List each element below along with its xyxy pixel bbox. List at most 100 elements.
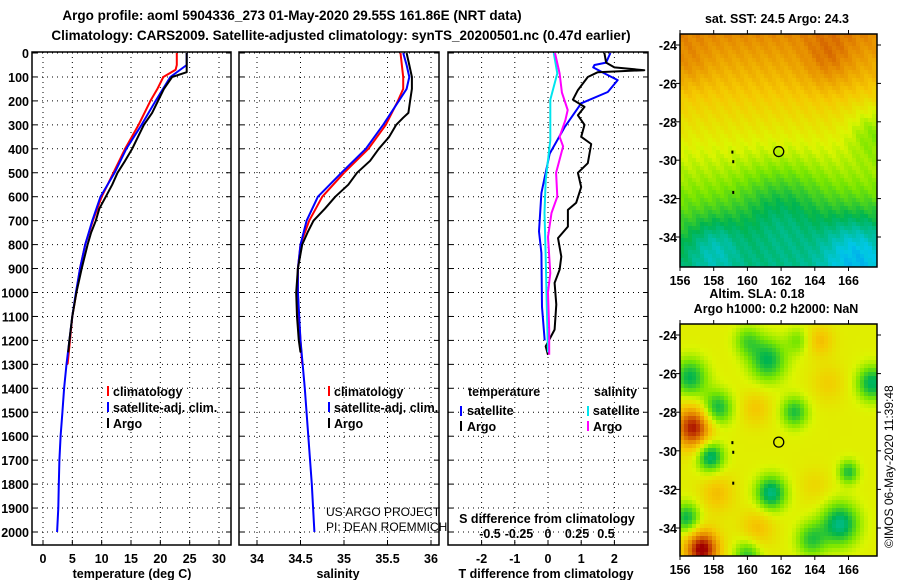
map-cell (820, 222, 825, 227)
map-cell (816, 86, 821, 91)
map-cell (744, 210, 749, 215)
map-cell (804, 258, 809, 263)
map-cell (684, 34, 689, 39)
depth-tick-label: 1800 (1, 478, 29, 492)
map-cell (688, 262, 693, 267)
map-cell (832, 198, 837, 203)
map-cell (808, 412, 813, 417)
island-marker (731, 150, 734, 154)
map-cell (852, 384, 857, 389)
map-cell (696, 154, 701, 159)
map-cell (688, 66, 693, 71)
map-cell (872, 388, 877, 393)
map-cell (860, 254, 865, 259)
map-cell (764, 122, 769, 127)
map-cell (756, 368, 761, 373)
map-cell (804, 58, 809, 63)
map-cell (824, 106, 829, 111)
map-cell (688, 392, 693, 397)
map-cell (696, 166, 701, 171)
map-cell (840, 178, 845, 183)
map-cell (836, 356, 841, 361)
map-cell (784, 186, 789, 191)
map-cell (800, 210, 805, 215)
map-cell (720, 158, 725, 163)
map-cell (756, 130, 761, 135)
map-cell (848, 400, 853, 405)
map-cell (832, 114, 837, 119)
map-cell (740, 368, 745, 373)
map-cell (868, 440, 873, 445)
map-cell (776, 54, 781, 59)
lon-tick-label: 158 (703, 274, 724, 288)
map-cell (708, 210, 713, 215)
map-cell (772, 86, 777, 91)
map-cell (788, 142, 793, 147)
map-cell (696, 190, 701, 195)
map-cell (832, 154, 837, 159)
map-cell (800, 230, 805, 235)
map-cell (712, 110, 717, 115)
map-cell (716, 114, 721, 119)
map-cell (788, 360, 793, 365)
map-cell (872, 242, 877, 247)
map-cell (788, 130, 793, 135)
map-cell (828, 356, 833, 361)
map-cell (840, 182, 845, 187)
map-cell (872, 258, 877, 263)
map-cell (768, 262, 773, 267)
map-cell (704, 428, 709, 433)
map-cell (692, 214, 697, 219)
map-cell (776, 210, 781, 215)
map-cell (808, 66, 813, 71)
map-cell (804, 352, 809, 357)
map-cell (824, 150, 829, 155)
map-cell (844, 142, 849, 147)
map-cell (680, 392, 685, 397)
map-cell (832, 328, 837, 333)
map-cell (788, 388, 793, 393)
map-cell (756, 218, 761, 223)
map-cell (764, 66, 769, 71)
map-cell (700, 380, 705, 385)
map-cell (704, 178, 709, 183)
map-cell (772, 234, 777, 239)
map-cell (752, 238, 757, 243)
map-cell (828, 134, 833, 139)
map-cell (780, 428, 785, 433)
map-cell (824, 376, 829, 381)
map-cell (768, 118, 773, 123)
map-cell (776, 58, 781, 63)
map-cell (800, 50, 805, 55)
map-cell (708, 416, 713, 421)
map-cell (868, 138, 873, 143)
map-cell (776, 360, 781, 365)
map-cell (800, 122, 805, 127)
map-cell (824, 62, 829, 67)
map-cell (744, 262, 749, 267)
map-cell (788, 230, 793, 235)
map-cell (836, 34, 841, 39)
map-cell (852, 106, 857, 111)
map-cell (868, 348, 873, 353)
map-cell (712, 388, 717, 393)
map-cell (700, 452, 705, 457)
map-cell (684, 372, 689, 377)
map-cell (824, 336, 829, 341)
map-cell (760, 138, 765, 143)
map-cell (716, 262, 721, 267)
map-cell (856, 62, 861, 67)
map-cell (764, 250, 769, 255)
map-cell (832, 98, 837, 103)
map-cell (816, 38, 821, 43)
map-cell (744, 408, 749, 413)
map-cell (728, 364, 733, 369)
map-cell (748, 424, 753, 429)
map-cell (732, 254, 737, 259)
map-cell (700, 78, 705, 83)
map-cell (804, 360, 809, 365)
map-cell (804, 444, 809, 449)
map-cell (736, 34, 741, 39)
map-cell (796, 102, 801, 107)
map-cell (736, 90, 741, 95)
